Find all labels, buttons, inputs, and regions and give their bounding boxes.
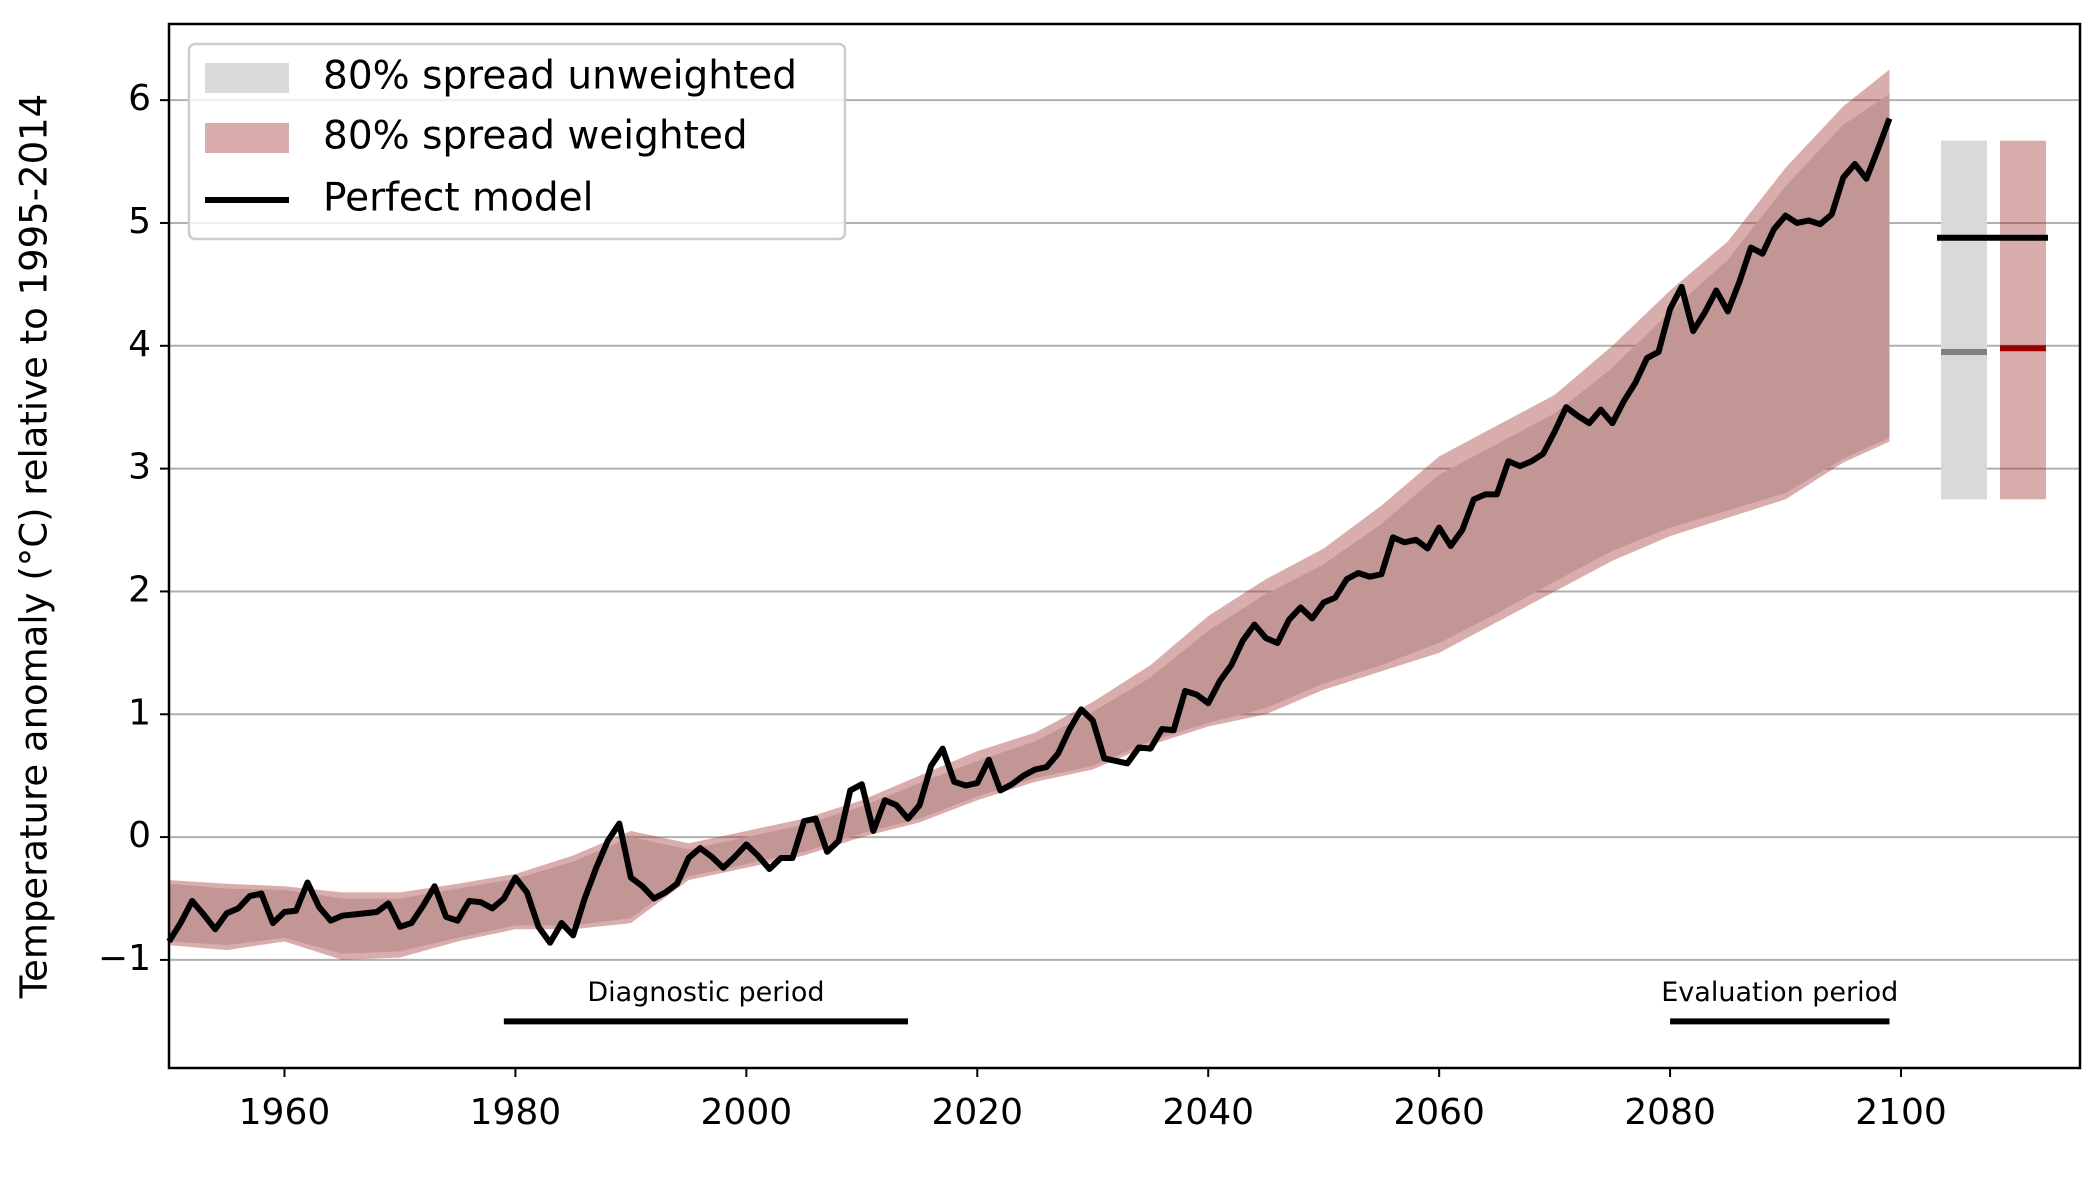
y-tick-label: 1 — [128, 692, 151, 733]
plot-frame — [167, 22, 2082, 1070]
x-tick-label: 1960 — [239, 1092, 331, 1133]
x-tick-label: 2020 — [931, 1092, 1023, 1133]
y-tick-label: 6 — [128, 78, 151, 119]
y-tick-label: 4 — [128, 324, 151, 365]
summary-range — [2000, 140, 2046, 500]
y-tick-label: −1 — [98, 938, 151, 979]
summary-range — [1941, 140, 1987, 500]
x-tick-label: 2100 — [1855, 1092, 1947, 1133]
x-tick-label: 2040 — [1162, 1092, 1254, 1133]
y-axis-label: Temperature anomaly (°C) relative to 199… — [13, 94, 56, 999]
x-tick-label: 2060 — [1393, 1092, 1485, 1133]
legend-label: 80% spread unweighted — [323, 54, 797, 99]
legend-box — [187, 42, 847, 241]
y-tick-label: 5 — [128, 201, 151, 242]
model-line — [166, 117, 1893, 946]
legend-swatch — [205, 123, 289, 153]
spread-band — [169, 69, 1890, 960]
period-label: Diagnostic period — [587, 977, 824, 1008]
x-tick-label: 1980 — [470, 1092, 562, 1133]
y-tick-label: 0 — [128, 815, 151, 856]
legend: 80% spread unweighted 80% spread weighted… — [187, 42, 847, 241]
x-tick-label: 2080 — [1624, 1092, 1716, 1133]
period-label: Evaluation period — [1661, 977, 1898, 1008]
y-tick-label: 2 — [128, 569, 151, 610]
x-tick-label: 2000 — [701, 1092, 793, 1133]
legend-swatch — [205, 63, 289, 93]
legend-label: Perfect model — [323, 176, 593, 221]
legend-label: 80% spread weighted — [323, 114, 748, 159]
y-tick-label: 3 — [128, 447, 151, 488]
spread-band — [169, 94, 1890, 954]
